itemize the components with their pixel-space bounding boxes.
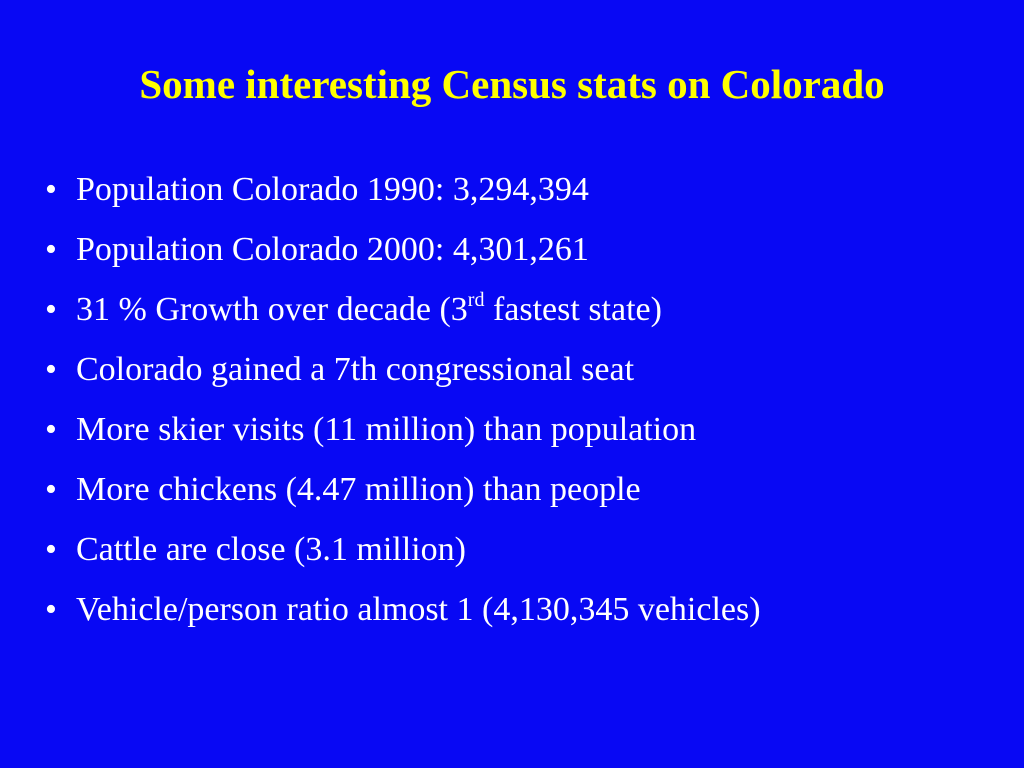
bullet-item: Population Colorado 2000: 4,301,261	[45, 220, 761, 280]
bullet-item: Cattle are close (3.1 million)	[45, 520, 761, 580]
superscript: rd	[467, 289, 485, 311]
bullet-item: More skier visits (11 million) than popu…	[45, 400, 761, 460]
bullet-item: More chickens (4.47 million) than people	[45, 460, 761, 520]
bullet-item: Colorado gained a 7th congressional seat	[45, 340, 761, 400]
bullet-item: Population Colorado 1990: 3,294,394	[45, 160, 761, 220]
bullet-item: 31 % Growth over decade (3rd fastest sta…	[45, 280, 761, 340]
text-part: 31 % Growth over decade (3	[76, 291, 468, 328]
bullet-list: Population Colorado 1990: 3,294,394Popul…	[45, 160, 761, 640]
slide-title: Some interesting Census stats on Colorad…	[139, 61, 885, 107]
bullet-item: Vehicle/person ratio almost 1 (4,130,345…	[45, 580, 761, 640]
text-part: fastest state)	[484, 291, 662, 328]
